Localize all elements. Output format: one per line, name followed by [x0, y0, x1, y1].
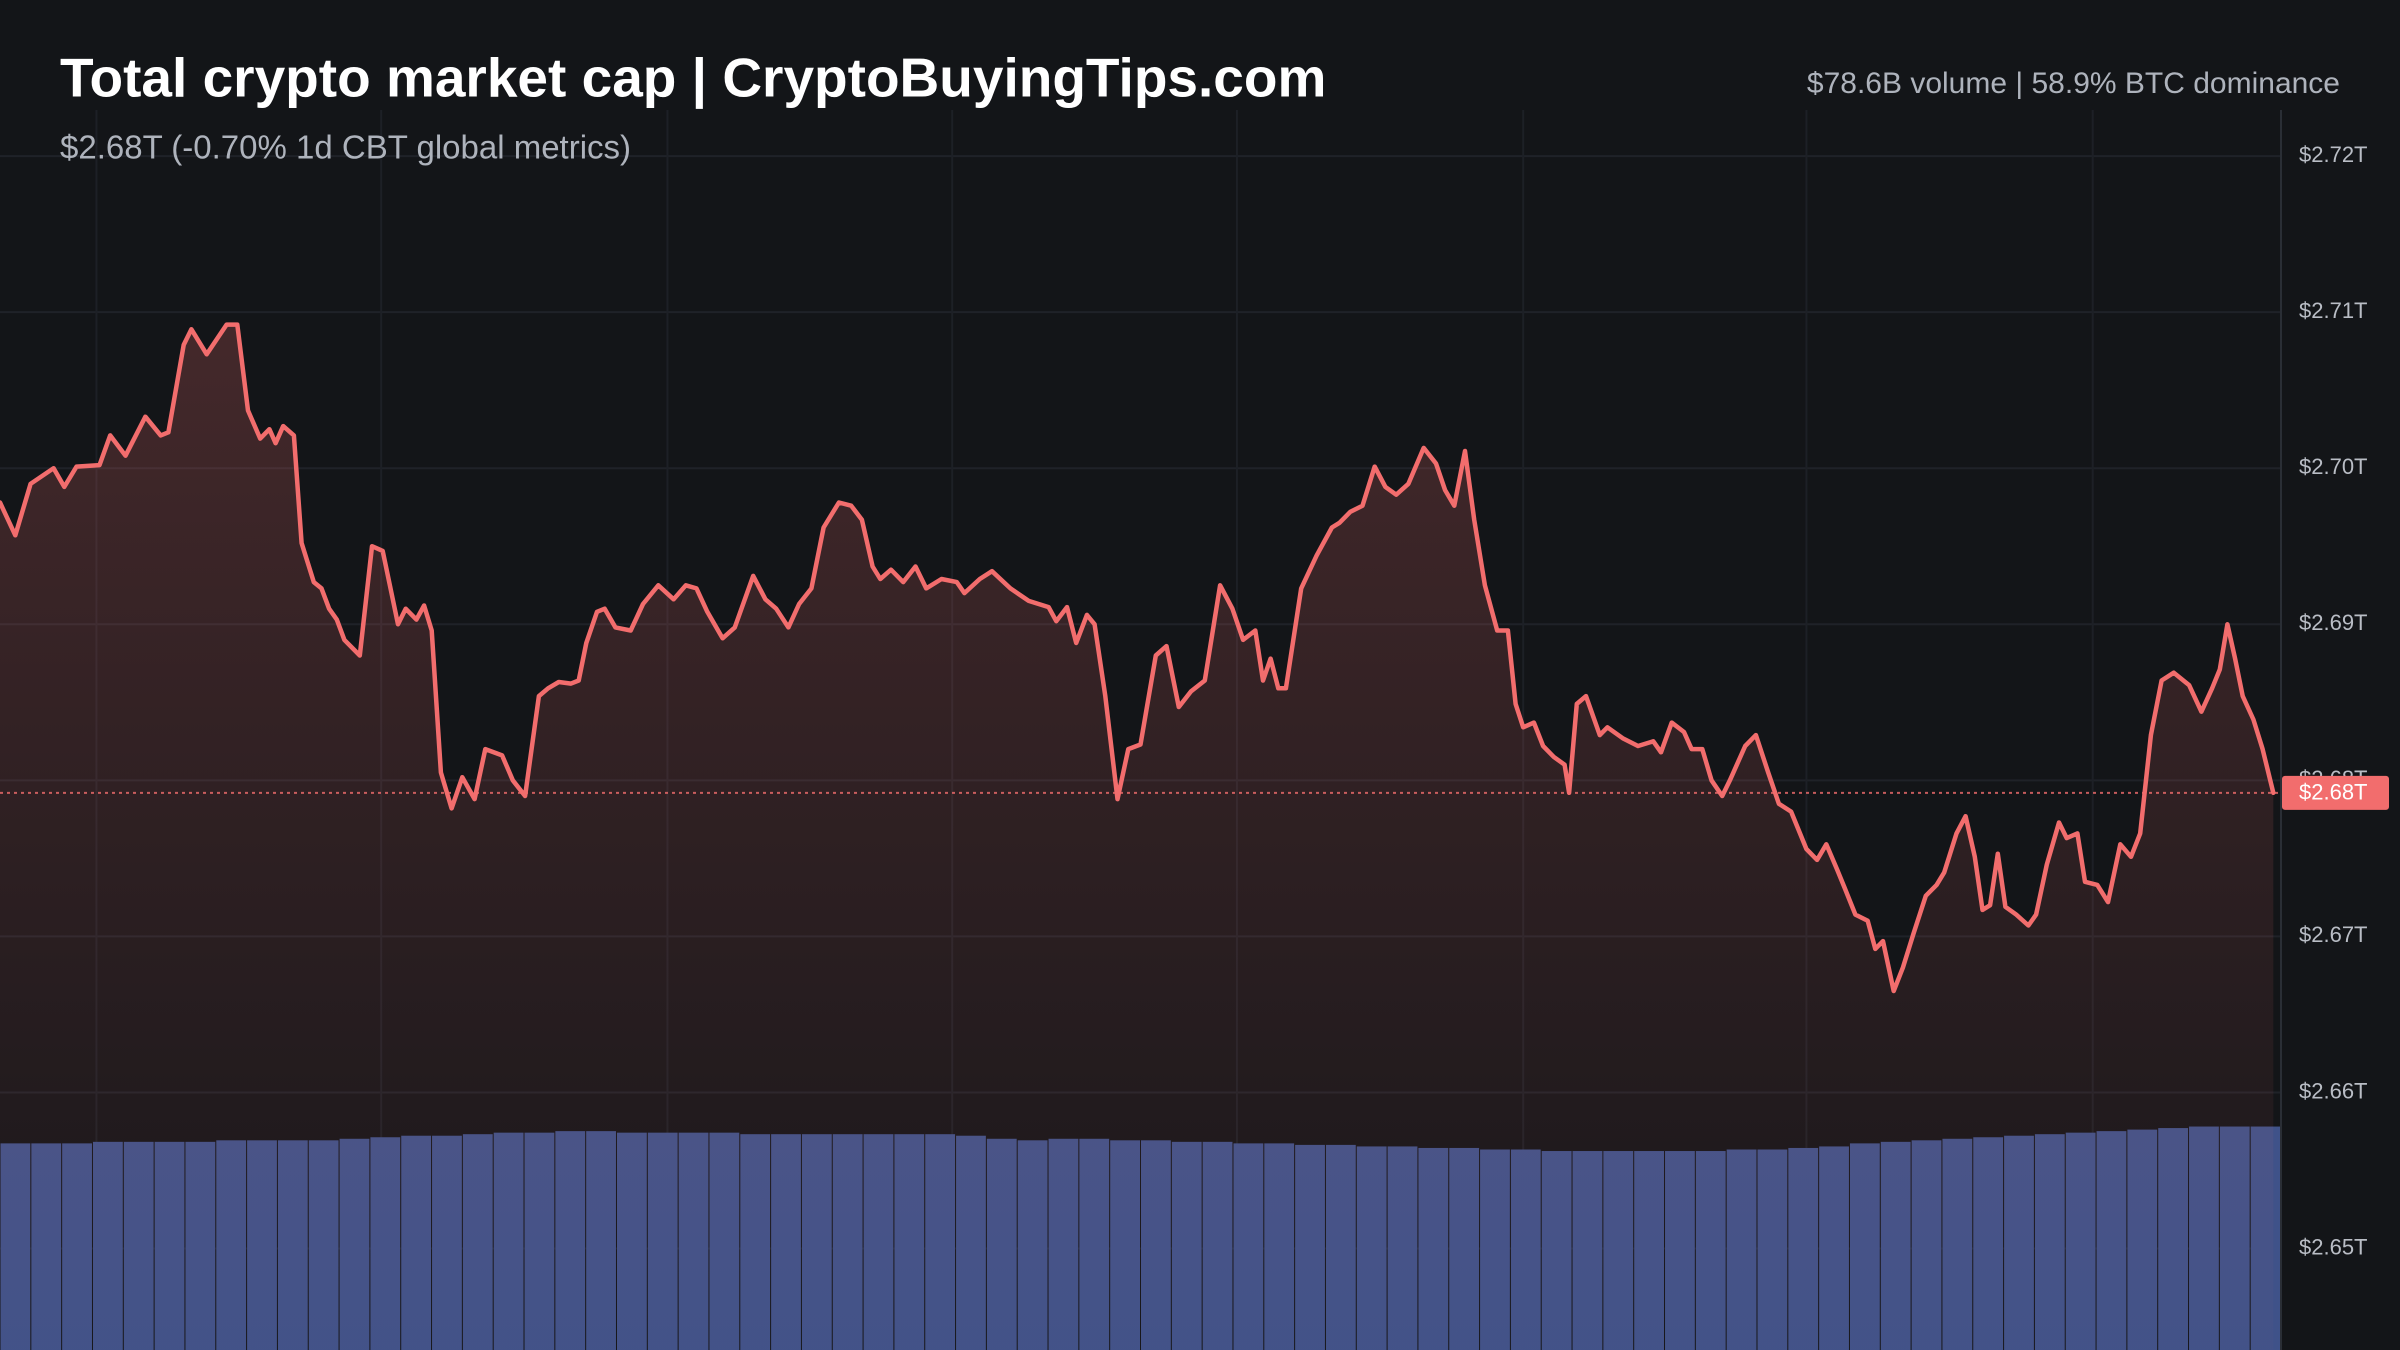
y-tick-label: $2.70T [2299, 454, 2368, 479]
y-tick-label: $2.69T [2299, 610, 2368, 635]
price-line [0, 322, 2276, 994]
line-layer [0, 322, 2281, 1350]
chart-title: Total crypto market cap | CryptoBuyingTi… [60, 47, 1326, 110]
y-tick-label: $2.65T [2299, 1234, 2368, 1259]
y-tick-label: $2.71T [2299, 298, 2368, 323]
y-tick-label: $2.67T [2299, 922, 2368, 947]
current-price-badge [2282, 775, 2389, 810]
y-axis: $2.72T $2.71T $2.70T $2.69T $2.68T $2.67T $2.6… [2282, 142, 2389, 1259]
y-tick-label: $2.72T [2299, 142, 2368, 167]
y-tick-label: $2.66T [2299, 1078, 2368, 1103]
area-fill [0, 324, 2274, 1350]
chart-subtitle: $2.68T (-0.70% 1d CBT global metrics) [60, 129, 631, 166]
market-stats: $78.6B volume | 58.9% BTC dominance [1807, 67, 2340, 100]
current-price-label: $2.68T [2299, 780, 2368, 805]
